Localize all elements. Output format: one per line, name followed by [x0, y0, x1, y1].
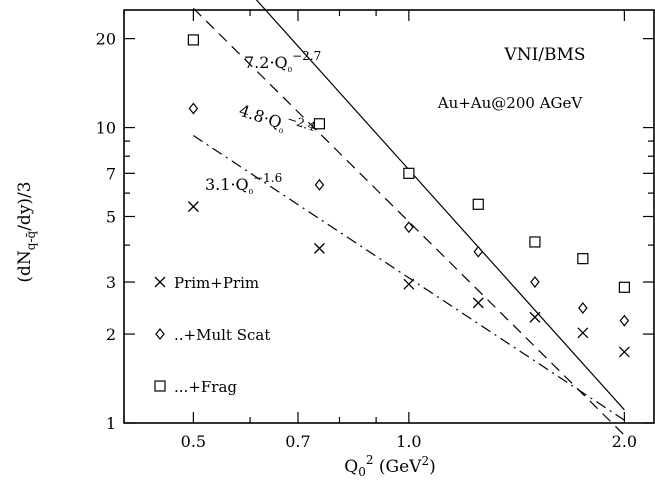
y-tick-label: 3: [106, 273, 116, 292]
y-tick-label: 7: [106, 164, 116, 183]
fit-line: [193, 135, 625, 421]
legend-marker-diamond: [155, 328, 165, 340]
data-point-diamond: [188, 102, 199, 115]
annotation-collision: Au+Au@200 AGeV: [437, 94, 584, 112]
legend: Prim+Prim ..+Mult Scat ...+Frag: [154, 274, 270, 396]
annotation-vni-bms: VNI/BMS: [503, 45, 585, 65]
fit-label: 7.2·Q₀−2.7: [244, 49, 321, 75]
x-tick-label: 0.7: [285, 432, 310, 451]
data-point-square: [472, 198, 484, 210]
plot-frame: [123, 9, 655, 424]
fit-line: [192, 7, 625, 436]
x-axis-label: Q02 (GeV2): [344, 453, 435, 479]
data-point-diamond: [619, 314, 630, 327]
data-point-cross: [618, 346, 630, 358]
data-point-diamond: [473, 245, 484, 258]
y-tick-label: 1: [106, 414, 116, 433]
x-tick-label: 2.0: [612, 432, 637, 451]
axis-ticks: 0.5 0.7 1.0 2.0 1 2 3 5 7 10 20: [96, 10, 654, 451]
data-point-square: [529, 236, 541, 248]
data-markers: [187, 34, 630, 358]
data-point-square: [187, 34, 199, 46]
y-tick-label: 2: [106, 325, 116, 344]
data-point-square: [618, 281, 630, 293]
data-point-cross: [187, 201, 199, 213]
legend-label: ...+Frag: [174, 378, 237, 396]
legend-label: ..+Mult Scat: [174, 326, 270, 344]
data-point-square: [403, 167, 415, 179]
data-point-cross: [577, 327, 589, 339]
data-point-cross: [313, 242, 325, 254]
y-axis-label: (dNq-q̄/dy)/3: [15, 181, 38, 282]
y-tick-label: 10: [96, 119, 116, 138]
fit-label: 4.8·Q₀−2.4: [236, 97, 318, 146]
legend-marker-square: [154, 380, 166, 392]
y-tick-label: 5: [106, 208, 116, 227]
x-tick-label: 1.0: [396, 432, 421, 451]
data-point-square: [577, 253, 589, 265]
legend-label: Prim+Prim: [174, 274, 259, 292]
x-tick-label: 0.5: [181, 432, 206, 451]
data-point-cross: [472, 297, 484, 309]
data-point-diamond: [314, 178, 325, 191]
fit-label: 3.1·Q₀−1.6: [205, 171, 282, 197]
y-tick-label: 20: [96, 30, 116, 49]
legend-marker-cross: [154, 276, 166, 288]
data-point-diamond: [404, 221, 414, 234]
data-point-cross: [403, 278, 415, 290]
data-point-diamond: [578, 302, 588, 314]
data-point-cross: [529, 311, 541, 323]
data-point-square: [313, 118, 326, 130]
data-point-diamond: [530, 276, 540, 289]
fit-labels: 3.1·Q₀−1.6 4.8·Q₀−2.4 7.2·Q₀−2.7: [205, 49, 321, 197]
